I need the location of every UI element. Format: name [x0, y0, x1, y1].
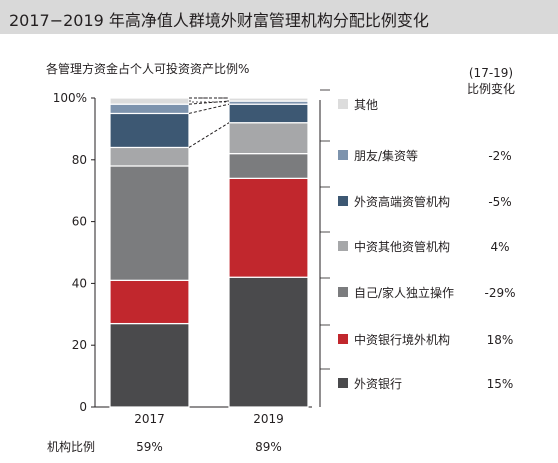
legend-label: 外资高端资管机构	[354, 194, 450, 209]
change-value: 15%	[487, 377, 514, 391]
y-tick-label: 100%	[53, 91, 87, 105]
legend-swatch	[338, 241, 348, 251]
bar-segment	[109, 279, 190, 325]
legend-swatch	[338, 287, 348, 297]
legend-label: 朋友/集资等	[354, 148, 418, 163]
bar-segment	[228, 97, 309, 102]
chart-title: 2017−2019 年高净值人群境外财富管理机构分配比例变化	[9, 11, 429, 30]
legend-swatch	[338, 334, 348, 344]
change-value: 4%	[490, 240, 509, 254]
y-tick-label: 60	[72, 215, 87, 229]
bar-segment	[228, 122, 309, 155]
x-tick-label: 2019	[253, 412, 284, 426]
footer-value: 59%	[136, 440, 163, 454]
x-tick-label: 2017	[134, 412, 165, 426]
bar-segment	[109, 165, 190, 281]
connector-box	[189, 97, 229, 103]
bar-segment	[109, 146, 190, 167]
legend-swatch	[338, 99, 348, 109]
bar-segment	[228, 153, 309, 179]
bar-segment	[109, 112, 190, 149]
bar-segment	[109, 322, 190, 408]
change-value: -29%	[484, 286, 515, 300]
legend-label: 中资银行境外机构	[354, 332, 450, 347]
change-value: -5%	[488, 195, 511, 209]
y-tick-label: 40	[72, 276, 87, 290]
legend-label: 其他	[354, 98, 378, 112]
change-value: -2%	[488, 149, 511, 163]
legend-swatch	[338, 378, 348, 388]
y-tick-label: 80	[72, 153, 87, 167]
bar-segment	[228, 276, 309, 408]
change-header-line2: 比例变化	[467, 81, 515, 96]
legend-swatch	[338, 150, 348, 160]
connector-line	[188, 103, 230, 114]
legend-label: 外资银行	[354, 377, 402, 391]
change-header-line1: (17-19)	[469, 66, 513, 80]
bar-segment	[228, 177, 309, 278]
legend-swatch	[338, 196, 348, 206]
connector-line	[188, 100, 230, 105]
connector-line	[188, 122, 230, 148]
chart-subtitle: 各管理方资金占个人可投资资产比例%	[46, 61, 249, 76]
y-tick-label: 0	[79, 400, 87, 414]
change-value: 18%	[487, 333, 514, 347]
bar-segment	[109, 103, 190, 115]
footer-value: 89%	[255, 440, 282, 454]
bar-segment	[109, 97, 190, 105]
footer-label: 机构比例	[47, 439, 95, 454]
bar-segment	[228, 103, 309, 124]
legend-label: 中资其他资管机构	[354, 239, 450, 254]
y-tick-label: 20	[72, 338, 87, 352]
title-bar: 2017−2019 年高净值人群境外财富管理机构分配比例变化	[0, 0, 558, 34]
legend-label: 自己/家人独立操作	[354, 285, 454, 300]
